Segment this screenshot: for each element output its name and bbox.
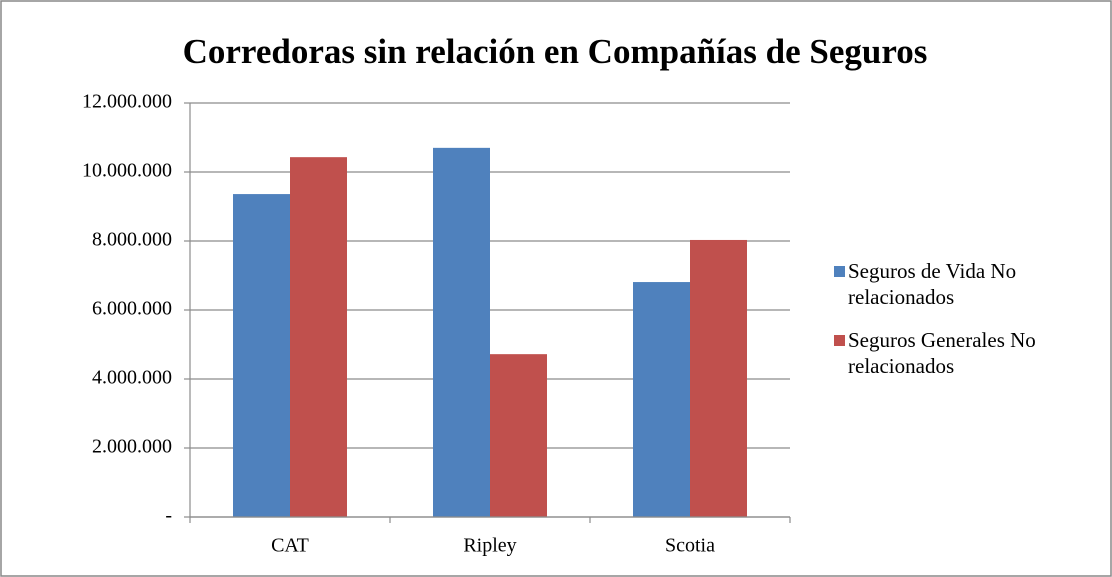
bar	[233, 194, 290, 517]
bar	[290, 157, 347, 518]
y-tick-label: 8.000.000	[92, 229, 172, 251]
y-tick-label: 6.000.000	[92, 298, 172, 320]
x-tick-label: CAT	[271, 535, 309, 557]
bar	[690, 239, 747, 517]
y-tick-label: 10.000.000	[82, 160, 172, 182]
y-tick-label: 12.000.000	[82, 91, 172, 113]
y-tick-label: 4.000.000	[92, 367, 172, 389]
legend-label: Seguros de Vida No relacionados	[848, 259, 1017, 309]
chart-title: Corredoras sin relación en Compañías de …	[183, 32, 928, 71]
y-tick-label: -	[165, 505, 172, 527]
bar	[490, 354, 547, 517]
x-tick-label: Scotia	[665, 535, 715, 557]
legend-swatch	[834, 266, 845, 277]
y-tick-label: 2.000.000	[92, 436, 172, 458]
legend-label: Seguros Generales No relacionados	[848, 328, 1036, 378]
bar	[433, 147, 490, 517]
legend-swatch	[834, 335, 845, 346]
bar	[633, 282, 690, 517]
x-tick-label: Ripley	[463, 535, 516, 557]
